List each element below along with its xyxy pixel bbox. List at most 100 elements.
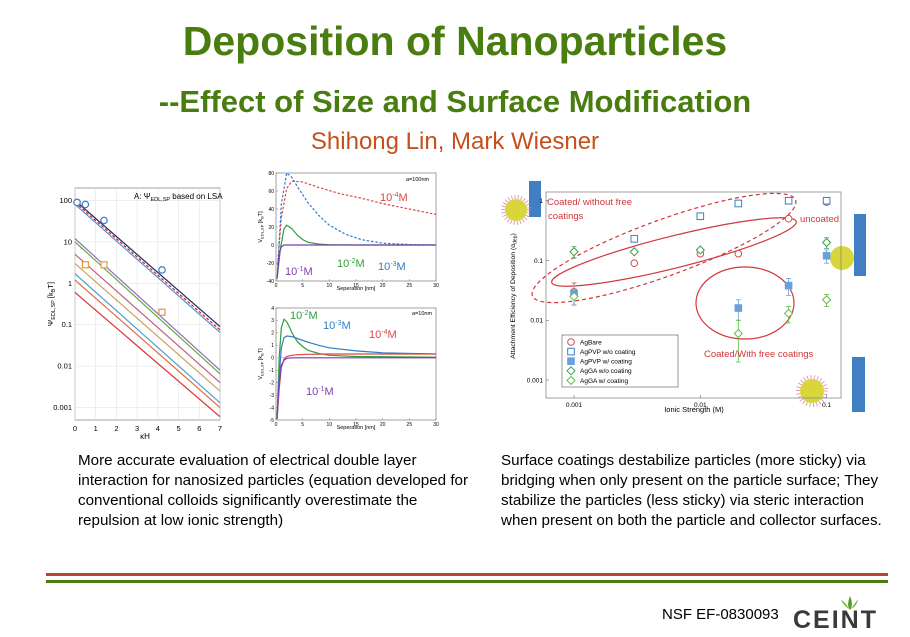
- x-axis-label: Seperation [nm]: [337, 286, 376, 292]
- series-line: [74, 200, 221, 328]
- data-point-diamond: [569, 247, 579, 257]
- legend-label: AgPVP w/ coating: [580, 359, 632, 366]
- series-line: [74, 201, 221, 331]
- x-tick-label: 25: [407, 283, 413, 289]
- divider-green: [46, 580, 888, 583]
- data-point-square: [158, 308, 166, 316]
- annotation-ellipse-solid: [551, 217, 797, 287]
- series-label-1e-1M: 10-1M: [285, 266, 313, 278]
- data-point-square: [696, 212, 705, 221]
- y-tick-label: -20: [267, 261, 274, 267]
- series-label-1e-4M: 10-4M: [380, 192, 408, 204]
- data-point-square: [734, 304, 743, 312]
- series-line: [74, 292, 221, 418]
- x-tick-label: 5: [176, 424, 180, 433]
- y-tick-label: -3: [270, 393, 275, 399]
- x-tick-label: 0: [73, 424, 77, 433]
- x-tick-label: 0.001: [566, 402, 583, 409]
- plot-frame: [545, 191, 842, 399]
- y-tick-label: 0.1: [62, 320, 72, 329]
- x-tick-label: 6: [197, 424, 201, 433]
- chart-psi-vs-kh: 0 1 2 3 4 5 6 7 100 10 1 0.1 0.01 0.001 A: ΨEDL,SP ba…: [40, 182, 236, 444]
- ceint-logo: CEINT: [793, 596, 878, 632]
- y-tick-label: 0: [271, 243, 274, 249]
- y-tick-label: 0.1: [534, 258, 543, 265]
- chart-attachment-efficiency: 0.001 0.01 0.1 1 0.1 0.01 0.001 AgBare AgPVP w/…: [496, 178, 896, 418]
- y-axis-label: VEDL,SP [kBT]: [258, 211, 265, 243]
- caption-right: Surface coatings destabilize particles (…: [501, 452, 882, 529]
- legend-marker: [567, 347, 575, 356]
- series-label-1e-2M: 10-2M: [337, 258, 365, 270]
- x-tick-label: 4: [156, 424, 160, 433]
- legend-label: AgPVP w/o coating: [580, 349, 636, 356]
- data-point-diamond: [821, 237, 832, 248]
- collector-surface: [854, 214, 866, 276]
- caption-left: More accurate evaluation of electrical d…: [78, 452, 469, 529]
- x-tick-label: 0.01: [694, 402, 707, 409]
- data-point-square: [630, 235, 639, 243]
- data-point-circle: [734, 249, 743, 258]
- legend-marker: [567, 338, 575, 346]
- x-tick-label: 20: [380, 422, 386, 428]
- series-label-1e-3M: 10-3M: [378, 261, 406, 273]
- data-point-diamond: [569, 291, 579, 302]
- y-tick-label: -5: [270, 418, 275, 424]
- x-axis-label: Ionic Strength (M): [664, 405, 724, 414]
- x-tick-label: 2: [114, 424, 118, 433]
- series-line: [74, 238, 221, 371]
- series-label-1e-3M: 10-3M: [323, 320, 351, 332]
- series-line: [74, 241, 221, 375]
- plot-frame: [275, 307, 437, 421]
- series-line: [74, 273, 221, 404]
- x-tick-label: 30: [433, 283, 439, 289]
- data-point-diamond: [733, 328, 744, 339]
- collector-surface: [852, 357, 865, 412]
- x-tick-label: 25: [407, 422, 413, 428]
- y-tick-label: 3: [271, 318, 274, 324]
- x-tick-label: 3: [135, 424, 139, 433]
- series-line: [277, 171, 437, 271]
- series-line: [276, 335, 437, 419]
- y-tick-label: 60: [268, 189, 274, 195]
- data-point-circle: [73, 198, 81, 207]
- y-tick-label: -4: [270, 405, 275, 411]
- slide-title: Deposition of Nanoparticles: [182, 18, 728, 64]
- chart-legend: AgBare AgPVP w/o coating AgPVP w/ coating A…: [561, 334, 679, 388]
- particle-size-label: a=10nm: [412, 311, 432, 317]
- series-line: [277, 180, 437, 265]
- particle-coated-icon: [500, 195, 531, 225]
- x-axis-label: Seperation [nm]: [337, 425, 376, 431]
- data-point-square: [784, 281, 793, 290]
- data-point-circle: [630, 259, 639, 268]
- y-tick-label: 0.001: [527, 377, 544, 384]
- chart-energy-10nm: 0 5 10 15 20 25 30 -5 -4 -3 -2 -1 0 1 2 3 4 a=10nm Seper…: [254, 300, 446, 432]
- x-tick-label: 30: [433, 422, 439, 428]
- y-axis-label: ΨEDL,SP [kBT]: [46, 282, 57, 326]
- annotation-coated-without-free: Coated/ without free: [547, 197, 632, 208]
- legend-label: AgBare: [580, 339, 602, 346]
- series-label-1e-4M: 10-4M: [369, 329, 397, 341]
- plot-frame: [275, 172, 437, 282]
- x-tick-label: 5: [301, 422, 304, 428]
- y-tick-label: -1: [270, 368, 275, 374]
- y-tick-label: 80: [268, 171, 274, 177]
- series-line: [276, 357, 436, 419]
- annotation-ellipse-dashed: [531, 192, 797, 304]
- y-tick-label: 4: [271, 306, 274, 312]
- series-line: [74, 279, 221, 408]
- data-point-square: [100, 261, 108, 269]
- data-point-circle: [158, 266, 166, 274]
- data-point-circle: [81, 200, 90, 209]
- legend-label: AgGA w/ coating: [580, 378, 628, 385]
- divider-red: [46, 573, 888, 576]
- collector-surface: [529, 181, 541, 217]
- slide-subtitle: --Effect of Size and Surface Modificatio…: [158, 84, 752, 119]
- data-point-diamond: [629, 247, 639, 257]
- svg-text:CEINT: CEINT: [793, 606, 878, 632]
- annotation-coatings: coatings: [548, 211, 584, 222]
- x-tick-label: 15: [353, 283, 359, 289]
- y-tick-label: 1: [539, 198, 543, 205]
- y-tick-label: 100: [59, 196, 72, 205]
- series-line: [74, 253, 221, 384]
- series-label-1e-2M: 10-2M: [290, 310, 318, 322]
